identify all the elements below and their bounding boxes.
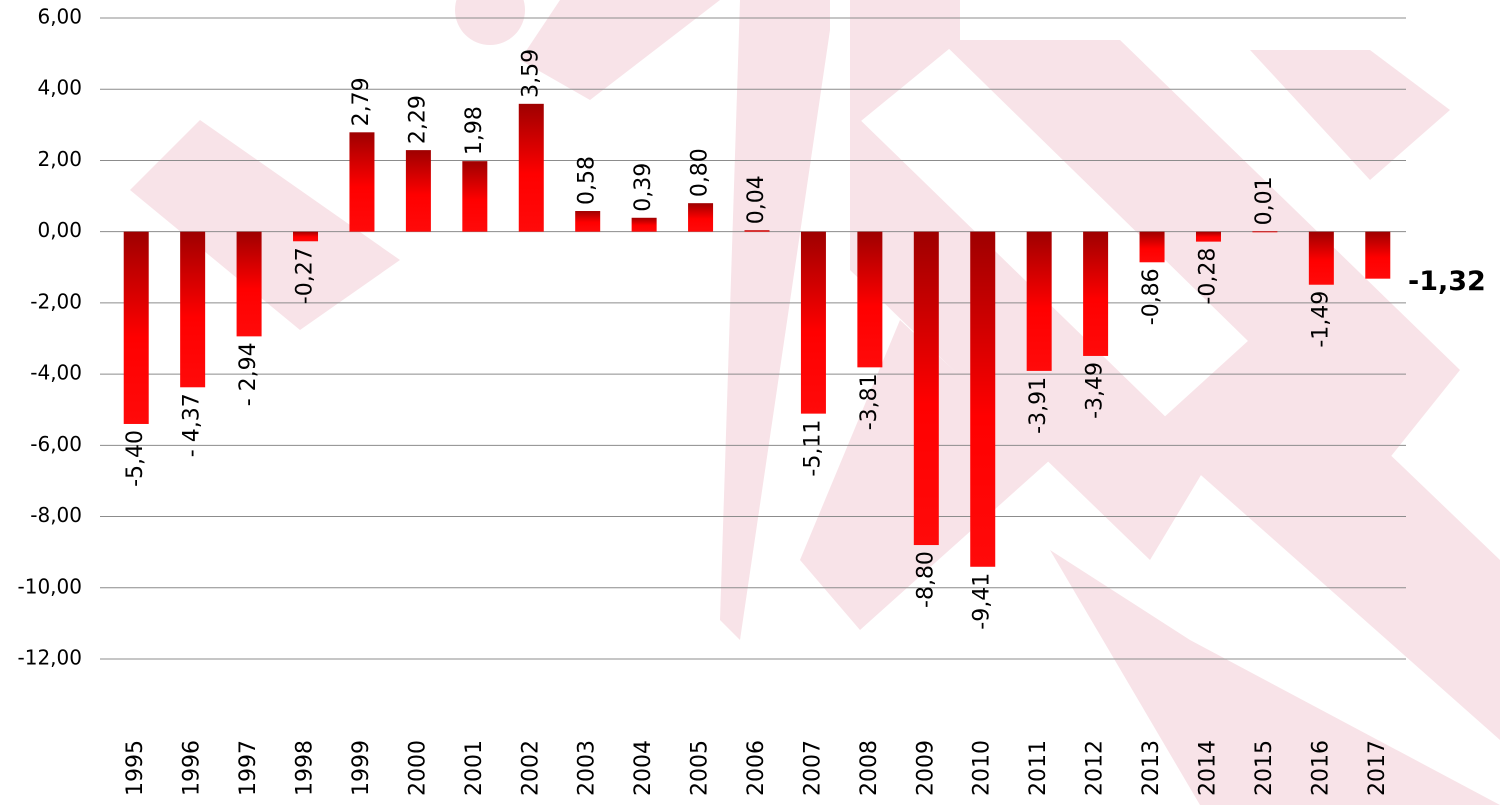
bar: [349, 132, 375, 232]
bar: [405, 150, 431, 232]
value-label: 0,80: [688, 148, 713, 197]
bar: [688, 203, 714, 232]
x-tick-label: 2007: [800, 740, 825, 796]
x-tick-label: 1999: [349, 740, 374, 796]
value-label: -3,49: [1083, 362, 1108, 419]
x-tick-label: 2005: [688, 740, 713, 796]
value-label: 2,79: [349, 77, 374, 126]
value-label: -1,49: [1308, 291, 1333, 348]
value-label: 1,98: [462, 106, 487, 155]
x-tick-label: 1997: [236, 740, 261, 796]
x-tick-label: 1995: [123, 740, 148, 796]
y-tick-label: -10,00: [18, 574, 82, 598]
value-label: -5,11: [800, 420, 825, 477]
x-tick-label: 2001: [462, 740, 487, 796]
x-tick-label: 1998: [293, 740, 318, 796]
x-tick-label: 2009: [913, 740, 938, 796]
value-label: -3,81: [857, 373, 882, 430]
value-label: - 4,37: [180, 393, 205, 457]
value-label: 0,39: [631, 163, 656, 212]
bar: [913, 231, 939, 546]
x-tick-label: 2003: [575, 740, 600, 796]
bar: [857, 231, 883, 368]
value-label: -1,32: [1408, 266, 1486, 297]
bar: [744, 230, 770, 232]
y-tick-label: 4,00: [37, 76, 82, 100]
x-tick-label: 2008: [857, 740, 882, 796]
bar: [462, 161, 488, 232]
y-tick-label: -8,00: [30, 503, 82, 527]
x-tick-label: 2010: [970, 740, 995, 796]
bar: [1252, 231, 1278, 233]
x-tick-label: 2000: [405, 740, 430, 796]
y-tick-label: -4,00: [30, 361, 82, 385]
bar: [180, 231, 206, 388]
x-tick-label: 2014: [1195, 740, 1220, 796]
y-tick-label: -6,00: [30, 432, 82, 456]
y-tick-label: 2,00: [37, 147, 82, 171]
bar: [1308, 231, 1334, 285]
bar: [1365, 231, 1391, 279]
x-tick-label: 2011: [1026, 740, 1051, 796]
bar: [123, 231, 149, 424]
bar: [631, 217, 657, 232]
value-label: -5,40: [123, 430, 148, 487]
value-label: 3,59: [518, 49, 543, 98]
bar: [970, 231, 996, 567]
x-tick-label: 1996: [180, 740, 205, 796]
value-label: 0,58: [575, 156, 600, 205]
value-label: -9,41: [970, 573, 995, 630]
x-tick-label: 2015: [1252, 740, 1277, 796]
bar: [236, 231, 262, 337]
value-label: -0,86: [1139, 268, 1164, 325]
watermark: [130, 0, 1500, 805]
x-tick-label: 2012: [1083, 740, 1108, 796]
value-label: 0,01: [1252, 176, 1277, 225]
value-label: -0,28: [1195, 248, 1220, 305]
x-tick-label: 2006: [744, 740, 769, 796]
value-label: -0,27: [293, 247, 318, 304]
value-label: - 2,94: [236, 342, 261, 406]
value-label: 0,04: [744, 175, 769, 224]
bar: [1195, 231, 1221, 242]
x-tick-label: 2016: [1308, 740, 1333, 796]
x-tick-label: 2004: [631, 740, 656, 796]
x-tick-label: 2017: [1365, 740, 1390, 796]
y-tick-label: 0,00: [37, 218, 82, 242]
y-tick-label: -12,00: [18, 646, 82, 670]
bar: [800, 231, 826, 414]
y-tick-label: -2,00: [30, 289, 82, 313]
value-label: -8,80: [913, 551, 938, 608]
bar: [1026, 231, 1052, 371]
value-label: -3,91: [1026, 377, 1051, 434]
bar: [293, 231, 319, 242]
x-tick-label: 2002: [518, 740, 543, 796]
bar: [575, 211, 601, 232]
value-label: 2,29: [405, 95, 430, 144]
bar: [1139, 231, 1165, 263]
x-tick-label: 2013: [1139, 740, 1164, 796]
bar: [1083, 231, 1109, 356]
bar: [518, 103, 544, 232]
y-tick-label: 6,00: [37, 5, 82, 29]
